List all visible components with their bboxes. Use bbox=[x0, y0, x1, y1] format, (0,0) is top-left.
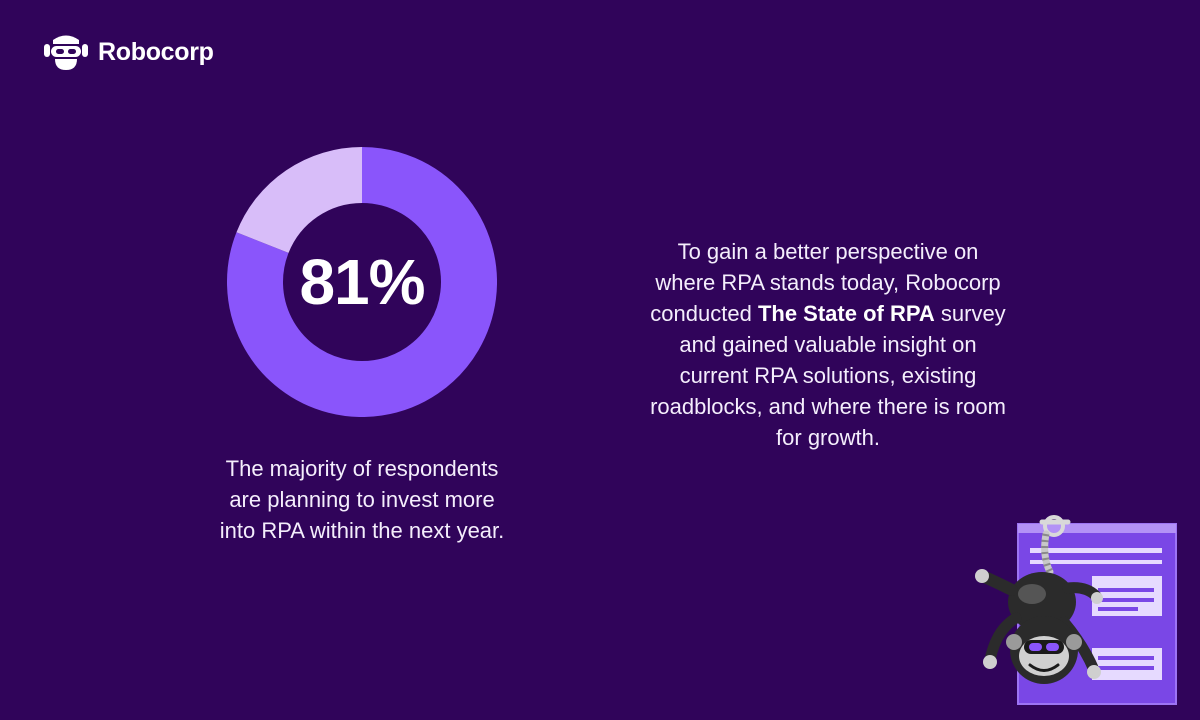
survey-name: The State of RPA bbox=[757, 301, 935, 326]
robot-head-icon bbox=[44, 35, 88, 70]
intro-text-after: survey and gained valuable insight on cu… bbox=[650, 301, 1006, 450]
hanging-robot-monkey-icon bbox=[975, 515, 1177, 705]
brand-name: Robocorp bbox=[98, 37, 214, 66]
intro-paragraph: To gain a better perspective on where RP… bbox=[646, 236, 1010, 453]
donut-center-value: 81% bbox=[299, 246, 425, 318]
donut-slice-1 bbox=[236, 147, 364, 254]
donut-chart-svg bbox=[227, 147, 497, 417]
intro-text-before: To gain a better perspective on where RP… bbox=[650, 239, 1001, 326]
donut-slice-0 bbox=[227, 147, 497, 417]
brand-logo[interactable]: Robocorp bbox=[44, 32, 214, 72]
donut-chart: 81% bbox=[227, 147, 497, 417]
chart-caption: The majority of respondents are planning… bbox=[219, 456, 505, 543]
robot-illustration bbox=[972, 510, 1182, 710]
